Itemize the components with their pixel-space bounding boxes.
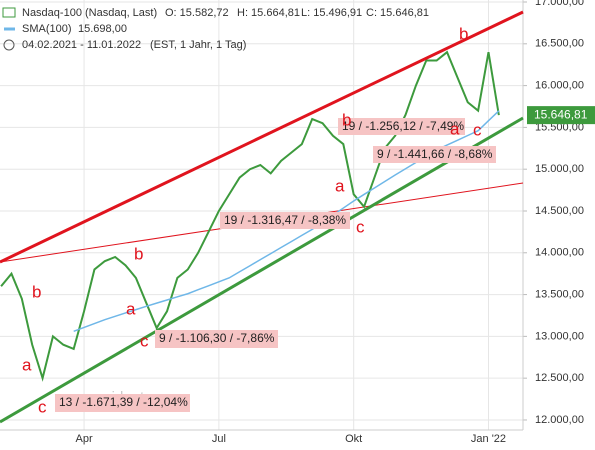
period: (EST, 1 Jahr, 1 Tag) — [150, 39, 246, 51]
wave-letter: b — [459, 24, 468, 43]
y-tick-label: 14.000,00 — [535, 247, 584, 259]
wave-letter: b — [134, 244, 143, 263]
last-price-tag — [527, 106, 595, 125]
wave-letter: c — [473, 120, 482, 139]
x-tick-label: Apr — [75, 433, 92, 445]
last-price-label: 15.646,81 — [534, 107, 588, 121]
y-tick-label: 12.000,00 — [535, 414, 584, 426]
annotation: 19 / -1.256,12 / -7,49% — [342, 119, 464, 133]
wave-letter: a — [450, 119, 460, 138]
channel-upper — [0, 10, 524, 264]
annotation: 9 / -1.441,66 / -8,68% — [377, 147, 493, 161]
ohlc-high: H: 15.664,81 — [237, 7, 300, 19]
annotation: 19 / -1.316,47 / -8,38% — [224, 213, 346, 227]
x-tick-label: Okt — [345, 433, 362, 445]
ohlc-close: C: 15.646,81 — [366, 7, 429, 19]
clock-icon — [3, 39, 15, 51]
y-tick-label: 12.500,00 — [535, 372, 584, 384]
y-tick-label: 15.500,00 — [535, 121, 584, 133]
annotation-box — [373, 146, 496, 163]
y-tick-label: 13.500,00 — [535, 288, 584, 300]
candle-icon — [2, 7, 16, 18]
chart-title: Nasdaq-100 (Nasdaq, Last) — [22, 7, 157, 19]
wave-letter: c — [38, 397, 47, 416]
wave-letter: b — [342, 110, 351, 129]
ohlc-open: O: 15.582,72 — [165, 7, 229, 19]
annotation: 13 / -1.671,39 / -12,04% — [59, 395, 188, 409]
x-tick-label: Jul — [212, 433, 226, 445]
sma-value: 15.698,00 — [78, 23, 127, 35]
wave-letter: c — [356, 217, 365, 236]
series-line — [0, 50, 500, 382]
legend-entry: SMA(100) — [22, 23, 72, 35]
y-tick-label: 15.000,00 — [535, 163, 584, 175]
x-tick-label: Jan '22 — [471, 433, 506, 445]
wave-letter: a — [335, 176, 345, 195]
wave-letter: a — [126, 299, 136, 318]
ohlc-low: L: 15.496,91 — [301, 7, 362, 19]
y-tick-label: 13.000,00 — [535, 330, 584, 342]
wave-letter: a — [22, 355, 32, 374]
annotation: 9 / -1.106,30 / -7,86% — [159, 331, 275, 345]
annotation-box — [338, 118, 465, 135]
y-tick-label: 14.500,00 — [535, 205, 584, 217]
date-range: 04.02.2021 - 11.01.2022 — [22, 39, 141, 51]
wave-letter: b — [32, 282, 41, 301]
wave-letter: c — [140, 331, 149, 350]
y-tick-label: 16.500,00 — [535, 38, 584, 50]
y-tick-label: 16.000,00 — [535, 80, 584, 92]
annotation-box — [55, 394, 190, 412]
y-tick-label: 17.000,00 — [535, 0, 584, 8]
channel-lower — [0, 116, 524, 424]
annotation-box — [220, 212, 350, 229]
annotation-box — [155, 330, 278, 348]
